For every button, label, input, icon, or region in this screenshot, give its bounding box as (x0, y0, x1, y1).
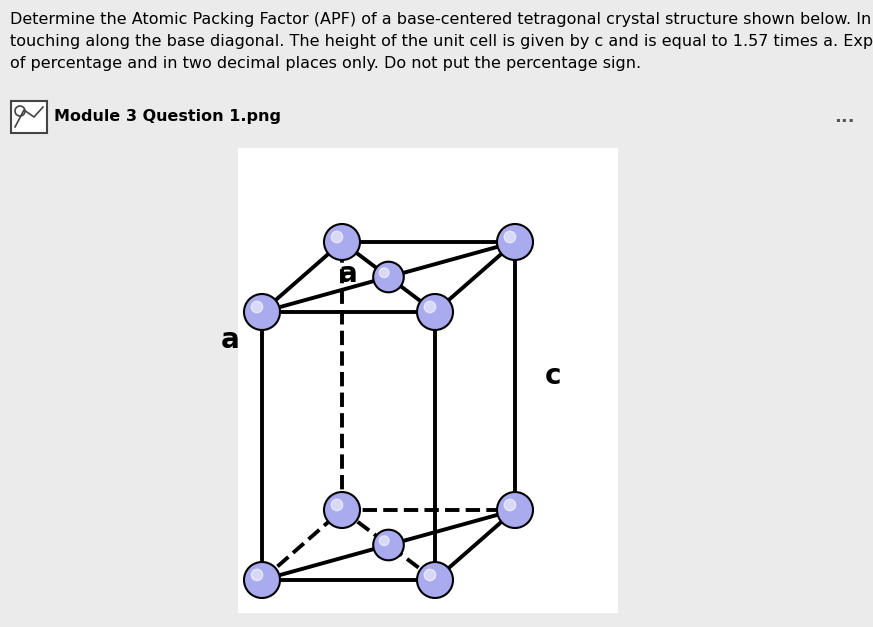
Circle shape (251, 301, 263, 313)
Circle shape (244, 562, 280, 598)
Circle shape (497, 224, 533, 260)
Circle shape (373, 530, 404, 561)
Text: Determine the Atomic Packing Factor (APF) of a base-centered tetragonal crystal : Determine the Atomic Packing Factor (APF… (10, 12, 873, 27)
Circle shape (373, 261, 404, 292)
Circle shape (251, 569, 263, 581)
Text: Module 3 Question 1.png: Module 3 Question 1.png (54, 110, 281, 125)
Circle shape (505, 499, 516, 511)
Circle shape (424, 569, 436, 581)
FancyBboxPatch shape (11, 101, 47, 133)
Circle shape (331, 499, 343, 511)
Circle shape (380, 268, 389, 278)
Circle shape (417, 294, 453, 330)
Circle shape (244, 294, 280, 330)
Text: c: c (545, 362, 561, 390)
Text: a: a (221, 326, 239, 354)
Text: touching along the base diagonal. The height of the unit cell is given by c and : touching along the base diagonal. The he… (10, 34, 873, 49)
Text: a: a (339, 260, 358, 288)
Circle shape (497, 492, 533, 528)
Text: of percentage and in two decimal places only. Do not put the percentage sign.: of percentage and in two decimal places … (10, 56, 641, 71)
Circle shape (324, 224, 360, 260)
Circle shape (505, 231, 516, 243)
Text: ...: ... (835, 108, 855, 126)
Circle shape (331, 231, 343, 243)
FancyBboxPatch shape (238, 148, 618, 613)
Circle shape (380, 536, 389, 545)
Circle shape (417, 562, 453, 598)
Circle shape (424, 301, 436, 313)
Circle shape (324, 492, 360, 528)
